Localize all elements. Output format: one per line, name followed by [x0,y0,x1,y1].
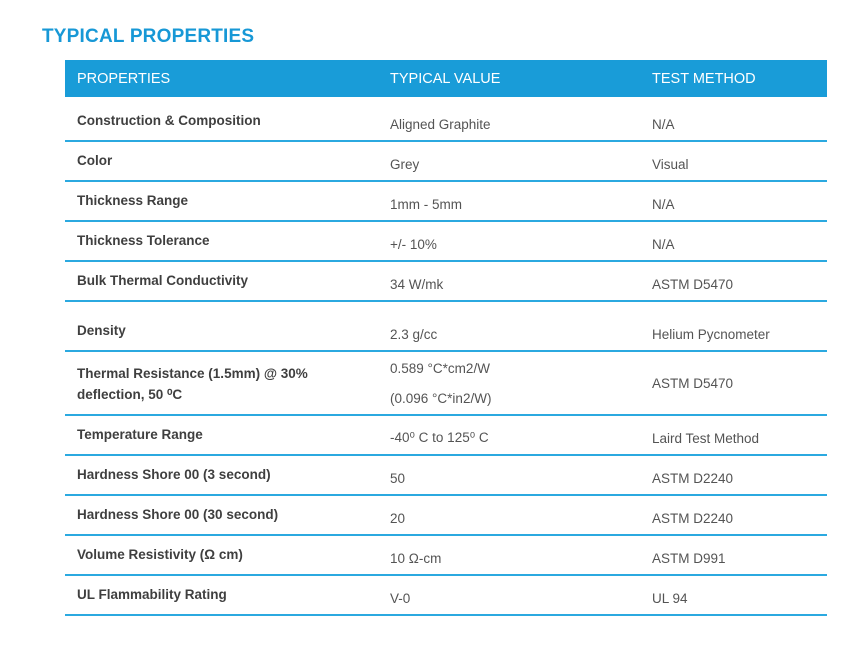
table-row: Bulk Thermal Conductivity 34 W/mk ASTM D54… [65,262,827,302]
value-line-2: (0.096 °C*in2/W) [390,391,492,406]
table-row: Construction & Composition Aligned Graphi… [65,97,827,142]
value-cell: Aligned Graphite [390,117,491,132]
table-row: Thickness Range 1mm - 5mm N/A [65,182,827,222]
table-row: Thickness Tolerance +/- 10% N/A [65,222,827,262]
test-method-cell: ASTM D5470 [652,277,734,292]
property-cell: Volume Resistivity (Ω cm) [77,547,243,563]
test-method-cell: N/A [652,197,675,212]
property-cell: UL Flammability Rating [77,587,227,603]
property-cell: Density [77,323,126,339]
property-cell: Hardness Shore 00 (3 second) [77,467,271,483]
property-cell: Thickness Tolerance [77,233,210,249]
value-line-1: 0.589 °C*cm2/W [390,361,490,376]
table-row: Density 2.3 g/cc Helium Pycnometer [65,302,827,352]
value-cell: Grey [390,157,420,172]
table-row: Volume Resistivity (Ω cm) 10 Ω-cm ASTM D99… [65,536,827,576]
table-header-row: PROPERTIES TYPICAL VALUE TEST METHOD [65,60,827,97]
test-method-cell: N/A [652,237,675,252]
table-body: Construction & Composition Aligned Graphi… [65,97,827,616]
test-method-cell: ASTM D5470 [652,375,734,391]
property-cell: Thickness Range [77,193,189,209]
table-row: Color Grey Visual [65,142,827,182]
test-method-cell: ASTM D991 [652,551,726,566]
property-cell: Bulk Thermal Conductivity [77,273,249,289]
column-header-test-method: TEST METHOD [652,70,756,87]
property-cell: Thermal Resistance (1.5mm) @ 30% deflect… [77,366,308,403]
table-row: Hardness Shore 00 (30 second) 20 ASTM D224… [65,496,827,536]
typical-properties-table: PROPERTIES TYPICAL VALUE TEST METHOD Con… [65,60,827,616]
test-method-cell: Visual [652,157,689,172]
test-method-cell: N/A [652,117,675,132]
value-cell: -40⁰ C to 125⁰ C [390,430,489,445]
test-method-cell: ASTM D2240 [652,511,734,526]
property-cell: Temperature Range [77,427,203,443]
table-row: Hardness Shore 00 (3 second) 50 ASTM D2240 [65,456,827,496]
value-cell: V-0 [390,591,411,606]
table-row: Thermal Resistance (1.5mm) @ 30% deflect… [65,352,827,416]
value-cell: 1mm - 5mm [390,197,462,212]
column-header-properties: PROPERTIES [77,70,171,87]
property-cell: Construction & Composition [77,113,261,129]
value-cell: +/- 10% [390,237,437,252]
column-header-typical-value: TYPICAL VALUE [390,70,501,87]
value-cell: 2.3 g/cc [390,327,438,342]
test-method-cell: Laird Test Method [652,431,760,446]
table-row: Temperature Range -40⁰ C to 125⁰ C Laird T… [65,416,827,456]
property-cell: Color [77,153,113,169]
value-cell: 34 W/mk [390,277,444,292]
value-cell: 20 [390,511,406,526]
page-title: TYPICAL PROPERTIES [42,26,255,47]
table-row: UL Flammability Rating V-0 UL 94 [65,576,827,616]
test-method-cell: UL 94 [652,591,688,606]
value-cell: 50 [390,471,406,486]
test-method-cell: Helium Pycnometer [652,327,770,342]
test-method-cell: ASTM D2240 [652,471,734,486]
value-cell: 0.589 °C*cm2/W (0.096 °C*in2/W) [390,352,652,414]
value-cell: 10 Ω-cm [390,551,442,566]
property-cell: Hardness Shore 00 (30 second) [77,507,279,523]
